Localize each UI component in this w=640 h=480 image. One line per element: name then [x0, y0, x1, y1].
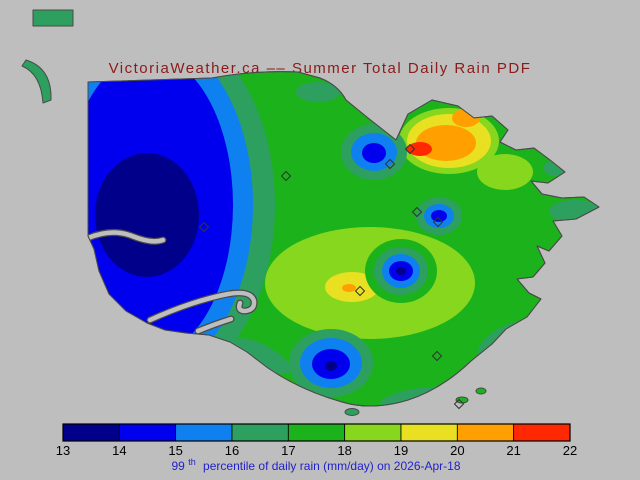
- colorbar-cell-17-18: [287, 423, 346, 442]
- colorbar-tick-16: 16: [225, 443, 239, 458]
- colorbar-cell-13-14: [62, 423, 120, 442]
- contour-layers: [88, 71, 599, 407]
- colorbar-tick-17: 17: [281, 443, 295, 458]
- map-fragment-rect: [32, 9, 74, 27]
- water-channel: [88, 230, 166, 244]
- colorbar-cell-19-20: [400, 423, 458, 442]
- water-channel: [147, 290, 257, 323]
- water-channels: [88, 229, 258, 335]
- band-navy-west: [95, 153, 199, 277]
- islets: [344, 387, 487, 416]
- water-channel: [195, 316, 234, 334]
- station-marker: [431, 350, 443, 362]
- map-fragments: [21, 9, 74, 104]
- colorbar-tick-15: 15: [168, 443, 182, 458]
- figure-caption: 99 th percentile of daily rain (mm/day) …: [171, 454, 460, 473]
- colorbar-frame: [62, 423, 571, 442]
- colorbar: 13 14 15 16 17 18 19 20 21 22: [56, 423, 577, 458]
- station-marker: [198, 221, 210, 233]
- band-orange-central: [342, 284, 356, 292]
- colorbar-cell-16-17: [231, 423, 289, 442]
- station-marker: [280, 170, 292, 182]
- caption-rest: percentile of daily rain (mm/day) on 202…: [203, 459, 461, 473]
- colorbar-cell-15-16: [175, 423, 233, 442]
- band-red-northeast: [408, 142, 432, 156]
- caption-prefix: 99: [171, 459, 185, 473]
- colorbar-tick-21: 21: [506, 443, 520, 458]
- caption-superscript: th: [188, 457, 196, 467]
- station-marker: [411, 206, 423, 218]
- colorbar-cell-20-21: [456, 423, 515, 442]
- colorbar-tick-20: 20: [450, 443, 464, 458]
- islet: [475, 387, 487, 395]
- colorbar-cell-21-22: [513, 423, 571, 442]
- islet: [344, 408, 360, 416]
- colorbar-tick-14: 14: [112, 443, 126, 458]
- band-teal-north: [296, 82, 340, 102]
- station-marker: [453, 398, 465, 410]
- colorbar-tick-22: 22: [563, 443, 577, 458]
- ring-navy-south: [325, 361, 337, 371]
- band-lightgreen-east: [477, 154, 533, 190]
- station-marker: [384, 158, 396, 170]
- ring-blue-upper: [362, 143, 386, 163]
- band-teal-southwest-coast: [233, 338, 291, 374]
- station-marker: [432, 216, 444, 228]
- map-fragment-crescent: [21, 59, 52, 104]
- station-marker: [354, 285, 366, 297]
- station-markers: [198, 143, 465, 410]
- colorbar-tick-19: 19: [394, 443, 408, 458]
- ring-navy-central-east: [396, 267, 406, 275]
- colorbar-cell-14-15: [118, 423, 177, 442]
- figure-title: VictoriaWeather.ca –– Summer Total Daily…: [109, 60, 532, 77]
- band-orange-northeast: [416, 125, 476, 161]
- colorbar-tick-13: 13: [56, 443, 70, 458]
- station-marker-red: [404, 143, 416, 155]
- ring-blue-east: [431, 210, 447, 222]
- colorbar-tick-18: 18: [337, 443, 351, 458]
- colorbar-cell-18-19: [344, 423, 402, 442]
